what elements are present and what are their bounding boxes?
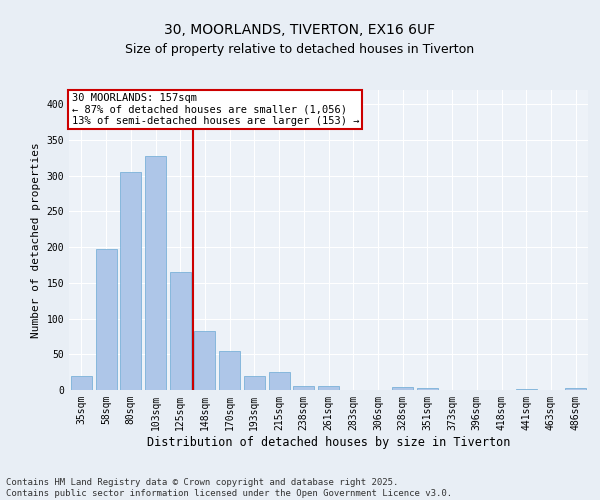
Bar: [219, 350, 240, 390]
Text: Contains HM Land Registry data © Crown copyright and database right 2025.
Contai: Contains HM Land Registry data © Crown c…: [6, 478, 452, 498]
Bar: [293, 386, 314, 390]
Bar: [516, 388, 537, 390]
Bar: [71, 376, 92, 390]
Text: 30 MOORLANDS: 157sqm
← 87% of detached houses are smaller (1,056)
13% of semi-de: 30 MOORLANDS: 157sqm ← 87% of detached h…: [71, 93, 359, 126]
Bar: [95, 248, 116, 390]
Text: 30, MOORLANDS, TIVERTON, EX16 6UF: 30, MOORLANDS, TIVERTON, EX16 6UF: [164, 22, 436, 36]
Bar: [392, 387, 413, 390]
Bar: [417, 388, 438, 390]
Bar: [318, 386, 339, 390]
Y-axis label: Number of detached properties: Number of detached properties: [31, 142, 41, 338]
Bar: [170, 272, 191, 390]
Bar: [244, 376, 265, 390]
Bar: [565, 388, 586, 390]
Bar: [145, 156, 166, 390]
Bar: [269, 372, 290, 390]
Bar: [194, 330, 215, 390]
Bar: [120, 172, 141, 390]
Text: Size of property relative to detached houses in Tiverton: Size of property relative to detached ho…: [125, 42, 475, 56]
X-axis label: Distribution of detached houses by size in Tiverton: Distribution of detached houses by size …: [147, 436, 510, 448]
